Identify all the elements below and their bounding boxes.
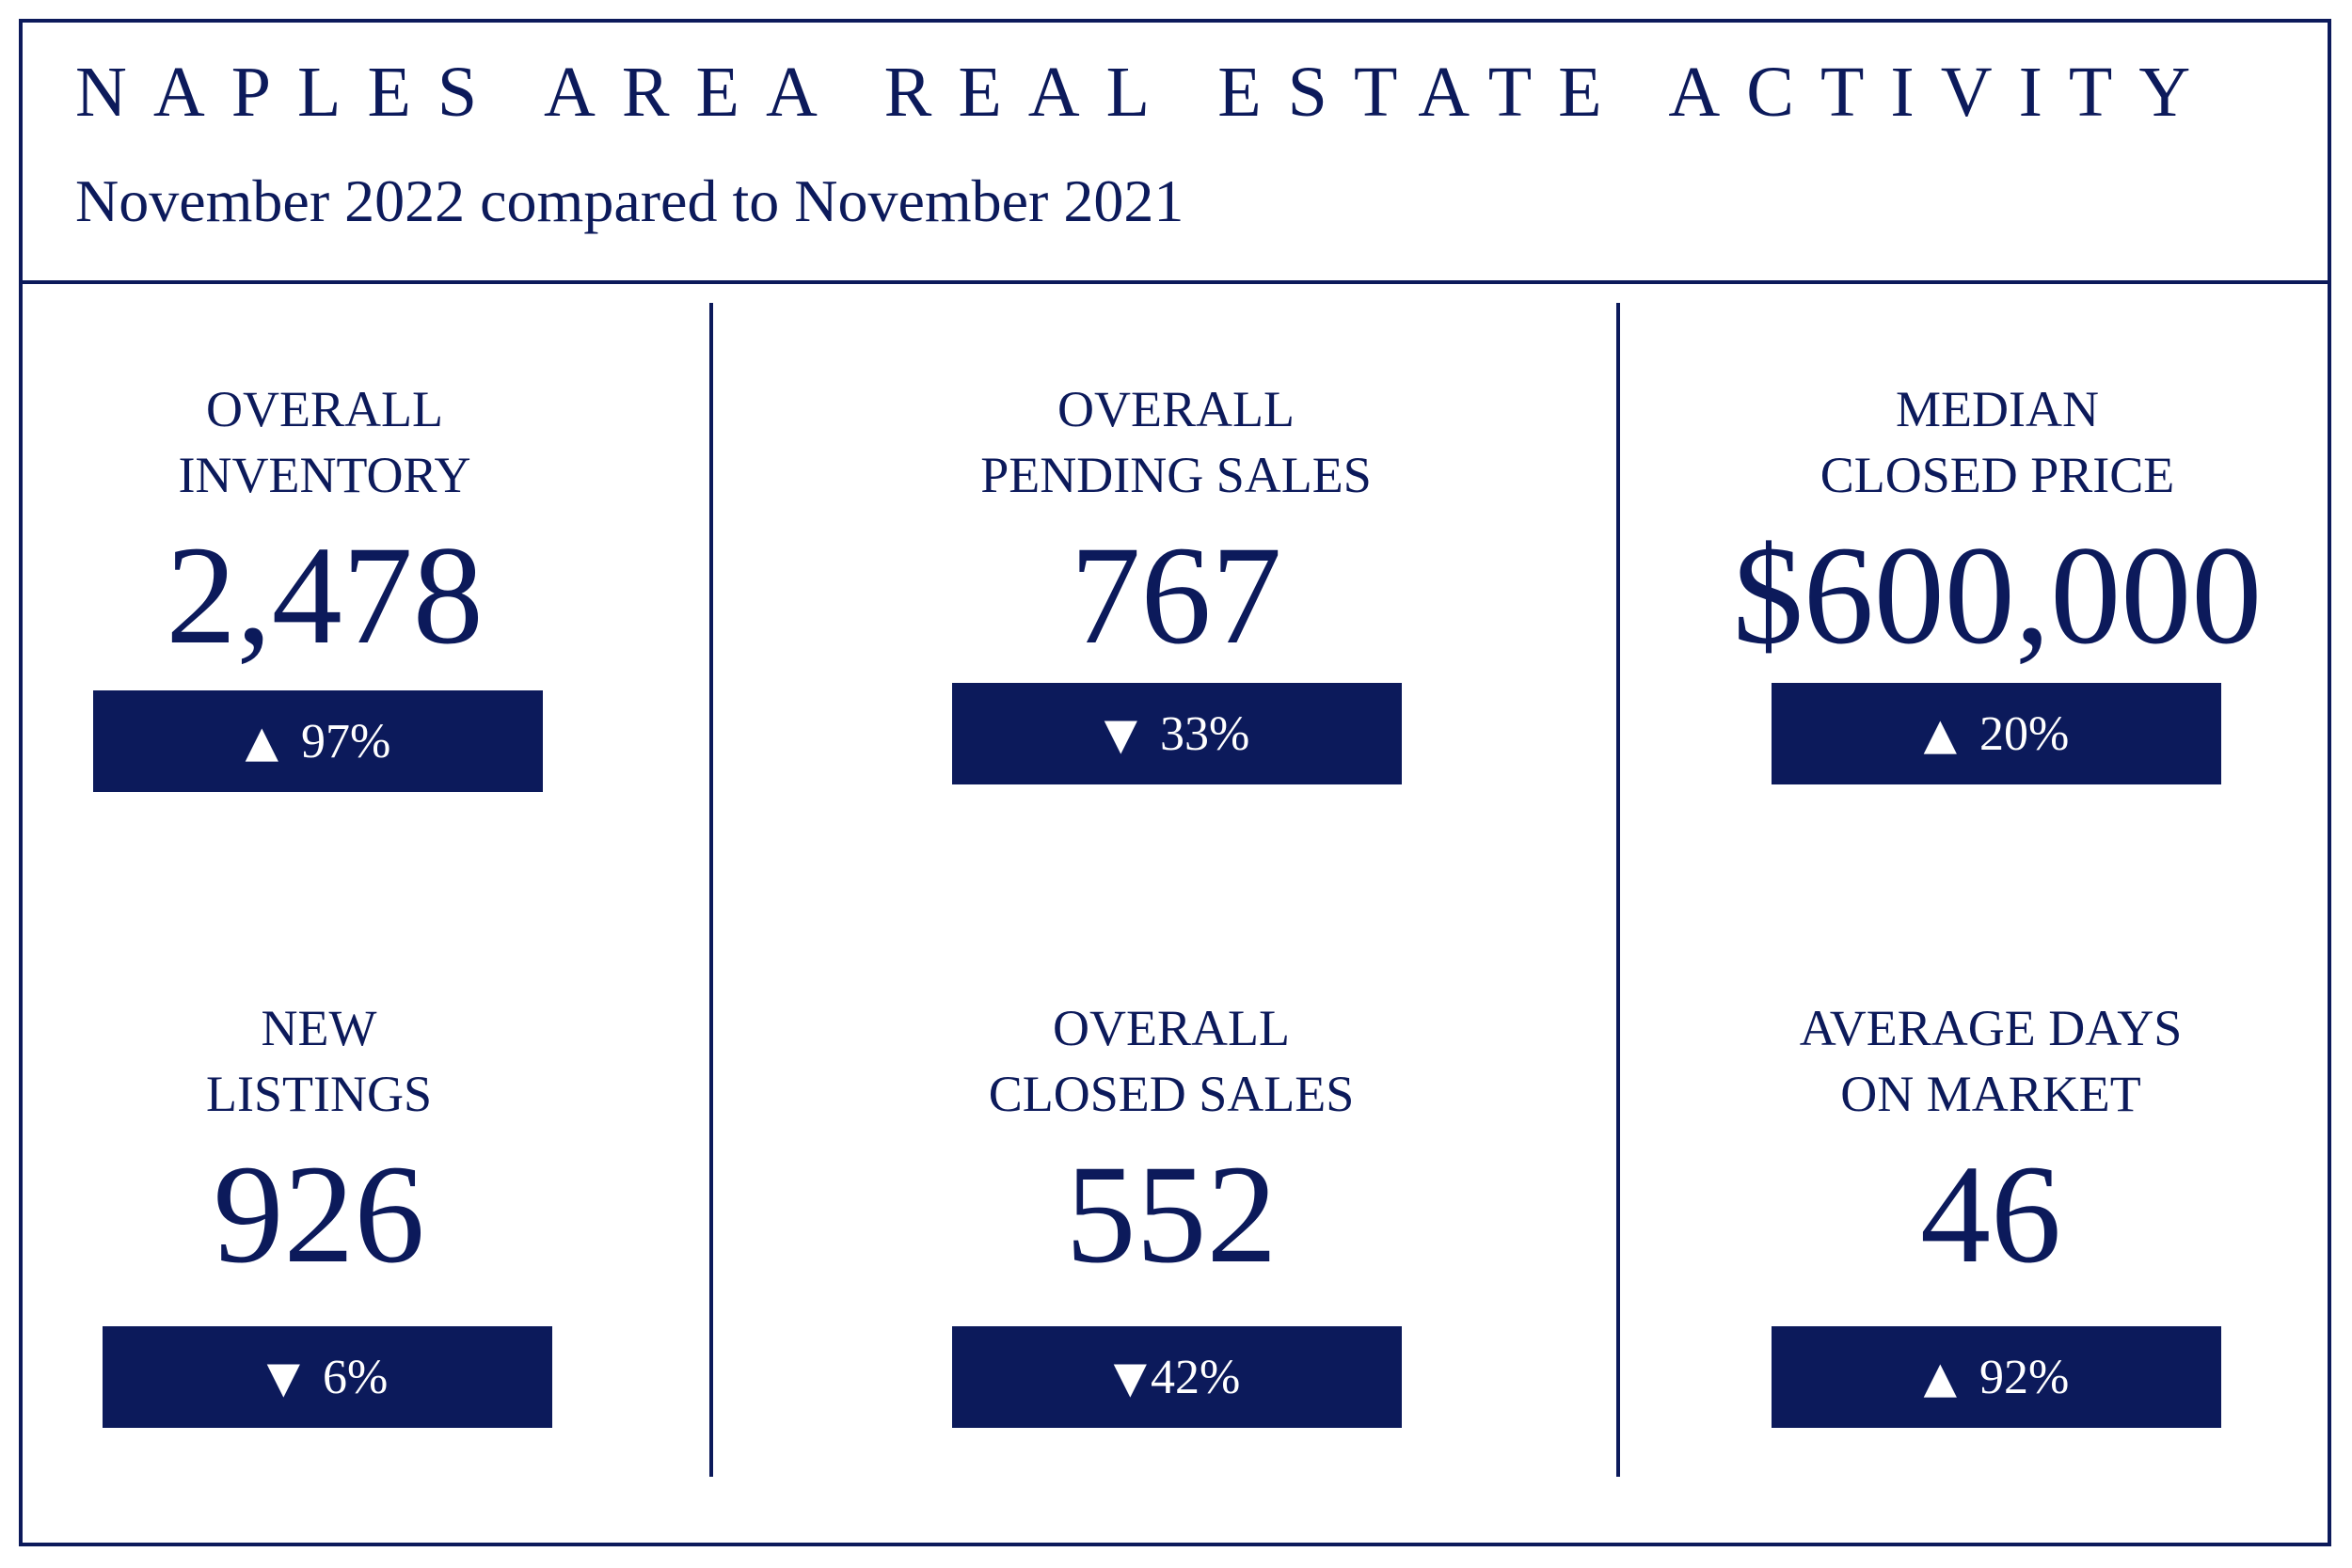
metric-label-line1: OVERALL [1053, 1000, 1290, 1056]
down-arrow-icon: ▼ [1113, 1352, 1148, 1402]
change-badge-overall-pending-sales: ▼ 33% [952, 683, 1402, 784]
metric-overall-pending-sales: OVERALL PENDING SALES 767 [828, 376, 1524, 666]
change-percent: 97% [301, 714, 391, 768]
metric-median-closed-price: MEDIAN CLOSED PRICE $600,000 [1649, 376, 2345, 666]
report-frame: NAPLES AREA REAL ESTATE ACTIVITY Novembe… [19, 19, 2331, 1546]
down-arrow-icon: ▼ [266, 1352, 301, 1402]
metric-value: 767 [1070, 517, 1282, 673]
report-header: NAPLES AREA REAL ESTATE ACTIVITY Novembe… [23, 23, 2328, 284]
change-percent: 42% [1151, 1350, 1241, 1404]
change-badge-overall-inventory: ▲ 97% [93, 690, 543, 792]
metric-label-line1: OVERALL [1057, 381, 1295, 437]
metric-overall-inventory: OVERALL INVENTORY 2,478 [0, 376, 673, 666]
metric-label-line2: INVENTORY [178, 447, 471, 503]
change-percent: 20% [1979, 706, 2070, 761]
metric-label-line2: LISTINGS [206, 1066, 432, 1122]
up-arrow-icon: ▲ [1923, 708, 1958, 759]
change-badge-new-listings: ▼ 6% [103, 1326, 552, 1428]
up-arrow-icon: ▲ [1923, 1352, 1958, 1402]
metric-label-line1: NEW [261, 1000, 377, 1056]
metric-label-line2: CLOSED PRICE [1820, 447, 2175, 503]
metric-value: 926 [213, 1136, 425, 1292]
metric-label-line2: ON MARKET [1840, 1066, 2141, 1122]
down-arrow-icon: ▼ [1104, 708, 1138, 759]
change-badge-overall-closed-sales: ▼ 42% [952, 1326, 1402, 1428]
metric-value: 46 [1920, 1136, 2061, 1292]
up-arrow-icon: ▲ [245, 716, 279, 767]
metric-average-days-on-market: AVERAGE DAYS ON MARKET 46 [1643, 995, 2339, 1285]
change-percent: 33% [1160, 706, 1250, 761]
metric-value: 2,478 [166, 517, 484, 673]
report-subtitle: November 2022 compared to November 2021 [75, 167, 1184, 234]
metric-value: $600,000 [1732, 517, 2263, 673]
change-badge-median-closed-price: ▲ 20% [1772, 683, 2221, 784]
change-badge-average-days-on-market: ▲ 92% [1772, 1326, 2221, 1428]
change-percent: 92% [1979, 1350, 2070, 1404]
column-divider-right [1616, 303, 1620, 1477]
metric-value: 552 [1065, 1136, 1278, 1292]
column-divider-left [709, 303, 713, 1477]
metric-label-line1: MEDIAN [1896, 381, 2099, 437]
metric-new-listings: NEW LISTINGS 926 [0, 995, 667, 1285]
change-percent: 6% [323, 1350, 389, 1404]
metric-label-line2: CLOSED SALES [988, 1066, 1355, 1122]
report-title: NAPLES AREA REAL ESTATE ACTIVITY [75, 53, 2217, 132]
metric-overall-closed-sales: OVERALL CLOSED SALES 552 [823, 995, 1519, 1285]
metric-label-line1: AVERAGE DAYS [1799, 1000, 2183, 1056]
metric-label-line2: PENDING SALES [980, 447, 1372, 503]
metric-label-line1: OVERALL [206, 381, 443, 437]
